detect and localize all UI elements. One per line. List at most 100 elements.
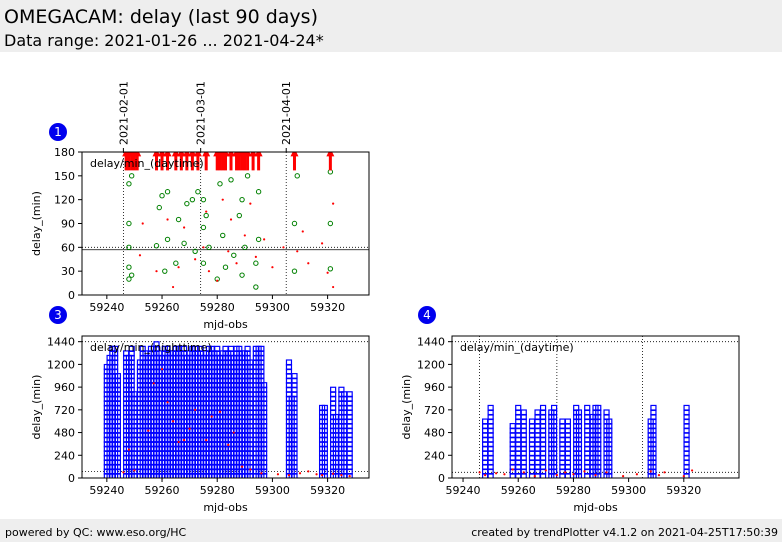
- x-tick-label: 59280: [200, 301, 235, 314]
- data-point: [188, 427, 191, 430]
- plot-frame: [81, 335, 370, 479]
- y-axis-label: delay_(min): [30, 191, 43, 256]
- data-point: [227, 250, 230, 253]
- data-point: [195, 189, 201, 195]
- data-point: [205, 210, 208, 213]
- data-point: [584, 404, 591, 412]
- limit-arrow: [227, 152, 236, 171]
- y-tick-label: 120: [54, 194, 75, 207]
- data-point: [160, 368, 164, 371]
- data-point: [147, 429, 150, 432]
- data-point: [194, 258, 197, 261]
- data-column: [114, 373, 121, 478]
- data-point: [315, 473, 318, 476]
- limit-arrow: [326, 152, 335, 171]
- y-tick-label: 90: [61, 218, 75, 231]
- data-column: [487, 404, 494, 478]
- limit-arrow: [249, 152, 258, 171]
- data-point: [126, 220, 132, 227]
- date-tick-label: 2021-04-01: [280, 81, 293, 145]
- limit-arrow: [240, 152, 249, 171]
- data-point: [296, 250, 299, 253]
- page-title: OMEGACAM: delay (last 90 days): [4, 6, 318, 28]
- x-axis-label: mjd-obs: [203, 501, 248, 514]
- y-tick-label: 480: [424, 427, 445, 440]
- data-point: [321, 404, 328, 412]
- data-point: [126, 264, 132, 270]
- data-point: [240, 465, 244, 468]
- data-column: [551, 404, 558, 478]
- data-point: [583, 470, 586, 473]
- x-tick-label: 59300: [255, 484, 290, 497]
- x-tick-label: 59320: [310, 301, 345, 314]
- data-point: [649, 470, 652, 473]
- limit-arrow: [235, 152, 244, 171]
- data-point: [258, 345, 265, 352]
- data-point: [539, 404, 547, 412]
- data-point: [520, 409, 527, 416]
- x-axis-label: mjd-obs: [203, 318, 248, 331]
- x-tick-label: 59300: [611, 484, 646, 497]
- x-axis-label: mjd-obs: [573, 501, 618, 514]
- data-point: [249, 202, 252, 205]
- data-point: [236, 212, 242, 219]
- data-point: [217, 181, 223, 187]
- data-point: [320, 242, 324, 245]
- limit-arrow: [158, 152, 167, 171]
- data-point: [522, 471, 525, 474]
- data-point: [276, 473, 280, 476]
- data-point: [564, 471, 567, 474]
- data-point: [207, 270, 211, 273]
- data-point: [239, 196, 245, 203]
- data-column: [332, 413, 339, 478]
- data-point: [682, 475, 685, 478]
- data-point: [332, 285, 335, 289]
- data-point: [126, 181, 132, 187]
- plot-area: [82, 152, 369, 295]
- y-tick-label: 0: [438, 472, 445, 485]
- data-point: [114, 373, 121, 380]
- data-point: [260, 472, 263, 475]
- plot-area: [452, 336, 739, 478]
- data-point: [594, 474, 597, 477]
- data-point: [243, 234, 246, 237]
- limit-arrow: [221, 152, 230, 171]
- data-point: [128, 272, 135, 278]
- data-point: [200, 224, 207, 231]
- date-tick-label: 2021-03-01: [195, 81, 208, 145]
- data-point: [544, 469, 547, 472]
- data-point: [155, 270, 158, 273]
- data-column: [650, 404, 657, 478]
- data-point: [197, 345, 204, 352]
- data-point: [229, 218, 233, 221]
- y-tick-label: 480: [54, 427, 75, 440]
- data-point: [291, 220, 298, 227]
- data-point: [332, 472, 335, 475]
- data-point: [326, 271, 329, 274]
- data-point: [159, 192, 165, 199]
- y-axis-label: delay_(min): [400, 375, 413, 440]
- panel-badge-label: 1: [54, 125, 62, 139]
- x-tick-label: 59260: [145, 301, 180, 314]
- data-point: [291, 268, 298, 274]
- data-point: [253, 260, 259, 266]
- data-point: [244, 173, 251, 179]
- data-point: [495, 472, 498, 475]
- data-point: [330, 386, 337, 393]
- limit-arrow: [238, 152, 247, 171]
- panel-annotation: delay/min_(daytime): [90, 157, 204, 170]
- panel-badge-label: 3: [54, 308, 62, 322]
- data-point: [657, 474, 661, 477]
- limit-arrow: [188, 152, 197, 171]
- data-point: [210, 415, 213, 418]
- page-subtitle: Data range: 2021-01-26 ... 2021-04-24*: [4, 31, 324, 50]
- data-point: [232, 431, 235, 434]
- data-point: [503, 473, 506, 476]
- data-point: [663, 471, 666, 474]
- panel-badge: [418, 306, 436, 324]
- limit-arrow: [254, 152, 263, 171]
- data-point: [346, 391, 353, 398]
- data-point: [606, 418, 613, 425]
- data-point: [235, 262, 238, 265]
- data-point: [348, 475, 351, 478]
